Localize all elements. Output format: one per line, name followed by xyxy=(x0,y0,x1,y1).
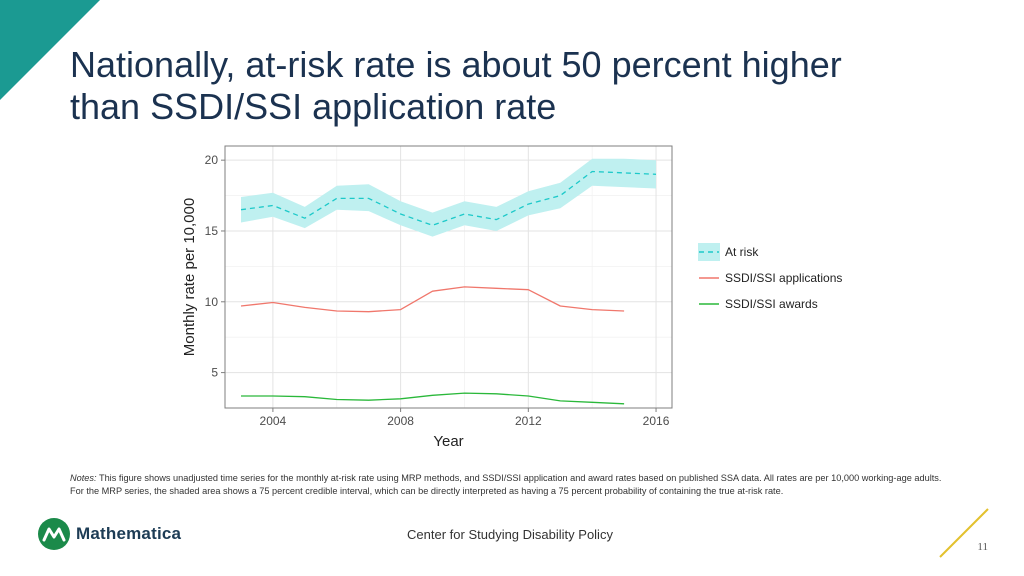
accent-slant-line xyxy=(939,508,989,558)
x-axis-title: Year xyxy=(433,433,463,450)
y-axis-title: Monthly rate per 10,000 xyxy=(181,198,198,356)
x-tick-label: 2008 xyxy=(387,414,414,428)
legend-label: At risk xyxy=(725,245,759,259)
footer-center-text: Center for Studying Disability Policy xyxy=(407,527,613,542)
title-line-2: than SSDI/SSI application rate xyxy=(70,86,557,127)
line-chart: 2004 2008 2012 2016 5 10 15 20 Year Monthly rate … xyxy=(181,145,842,450)
y-tick-label: 15 xyxy=(205,224,219,238)
legend-label: SSDI/SSI applications xyxy=(725,271,842,285)
y-tick-label: 5 xyxy=(211,366,218,380)
page-number: 11 xyxy=(977,541,988,553)
series-line-ssdi-ssi-applications xyxy=(240,286,625,313)
logo-text: Mathematica xyxy=(76,524,182,543)
plot-background xyxy=(225,146,672,408)
x-tick-label: 2012 xyxy=(515,414,542,428)
page-title: Nationally, at-risk rate is about 50 per… xyxy=(70,44,970,128)
series-line-ssdi-ssi-awards xyxy=(241,392,625,405)
at-risk-credible-band xyxy=(241,158,656,237)
notes-text: This figure shows unadjusted time series… xyxy=(70,473,942,496)
corner-teal-triangle xyxy=(0,0,100,100)
notes-label: Notes: xyxy=(70,473,97,483)
notes: Notes: This figure shows unadjusted time… xyxy=(70,472,950,498)
logo-mark-icon xyxy=(38,518,70,550)
title-line-1: Nationally, at-risk rate is about 50 per… xyxy=(70,44,842,85)
y-tick-label: 20 xyxy=(205,153,219,167)
mathematica-logo: Mathematica xyxy=(38,518,181,550)
plot-border xyxy=(224,145,673,409)
y-tick-label: 10 xyxy=(205,295,219,309)
x-tick-label: 2004 xyxy=(260,414,287,428)
series-line-at-risk xyxy=(240,170,657,226)
x-tick-label: 2016 xyxy=(643,414,670,428)
legend-label: SSDI/SSI awards xyxy=(725,297,818,311)
